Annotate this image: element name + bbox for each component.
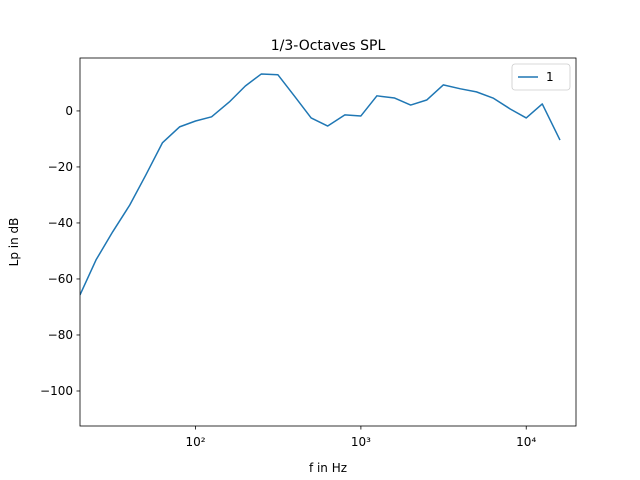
x-tick-label: 10⁴ xyxy=(516,435,536,449)
y-tick-label: −20 xyxy=(48,160,73,174)
y-tick-label: −80 xyxy=(48,328,73,342)
x-axis-label: f in Hz xyxy=(309,461,347,475)
plot-frame xyxy=(79,57,577,427)
legend-label: 1 xyxy=(546,70,554,84)
data-line xyxy=(80,73,561,296)
legend-box xyxy=(511,63,571,91)
x-tick-label: 10² xyxy=(186,435,206,449)
y-tick-label: 0 xyxy=(65,104,73,118)
y-axis-label: Lp in dB xyxy=(7,218,21,267)
chart-title: 1/3-Octaves SPL xyxy=(271,38,386,54)
y-tick-label: −60 xyxy=(48,272,73,286)
y-tick-label: −100 xyxy=(40,384,73,398)
y-tick-label: −40 xyxy=(48,216,73,230)
x-tick-label: 10³ xyxy=(351,435,371,449)
